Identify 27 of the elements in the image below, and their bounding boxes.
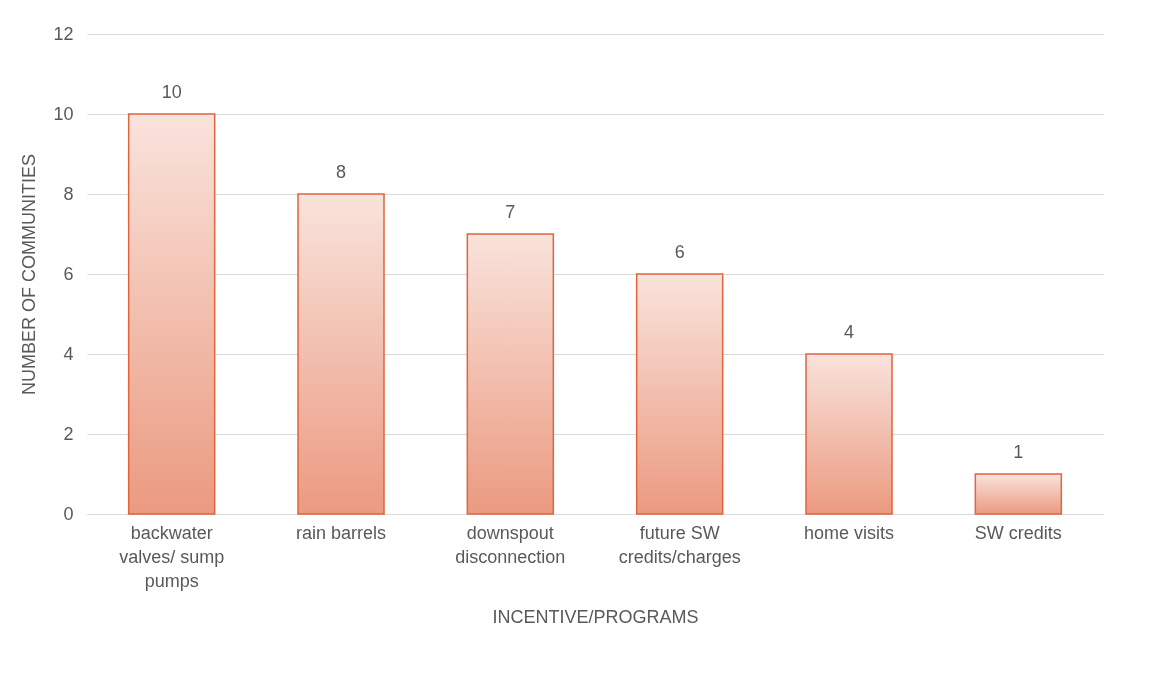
bar [297,193,385,515]
bar [805,353,893,515]
data-label: 6 [674,242,685,262]
data-label: 7 [505,202,516,222]
y-tick-label: 0 [63,503,74,524]
y-tick-label: 10 [53,103,74,124]
bar [974,473,1063,515]
x-axis-title: INCENTIVE/PROGRAMS [492,606,699,627]
y-axis-title: NUMBER OF COMMUNITIES [19,154,40,395]
x-tick-label: SW credits [974,522,1062,543]
data-label: 1 [1013,442,1024,462]
x-tick-label: rain barrels [295,522,387,543]
x-tick-label: future SW credits/charges [618,522,741,567]
bar [466,233,555,515]
y-tick-label: 12 [53,23,74,44]
data-label: 4 [843,322,855,342]
bar [635,273,724,515]
y-tick-label: 4 [63,343,74,364]
y-tick-label: 2 [63,423,74,444]
data-label: 10 [161,82,182,102]
x-tick-label: backwater valves/ sump pumps [119,522,225,591]
data-label: 8 [335,162,347,182]
x-tick-label: downspout disconnection [455,522,566,567]
x-tick-label: home visits [803,522,895,543]
bar [127,113,216,515]
y-tick-label: 8 [63,183,74,204]
y-tick-label: 6 [63,263,74,284]
